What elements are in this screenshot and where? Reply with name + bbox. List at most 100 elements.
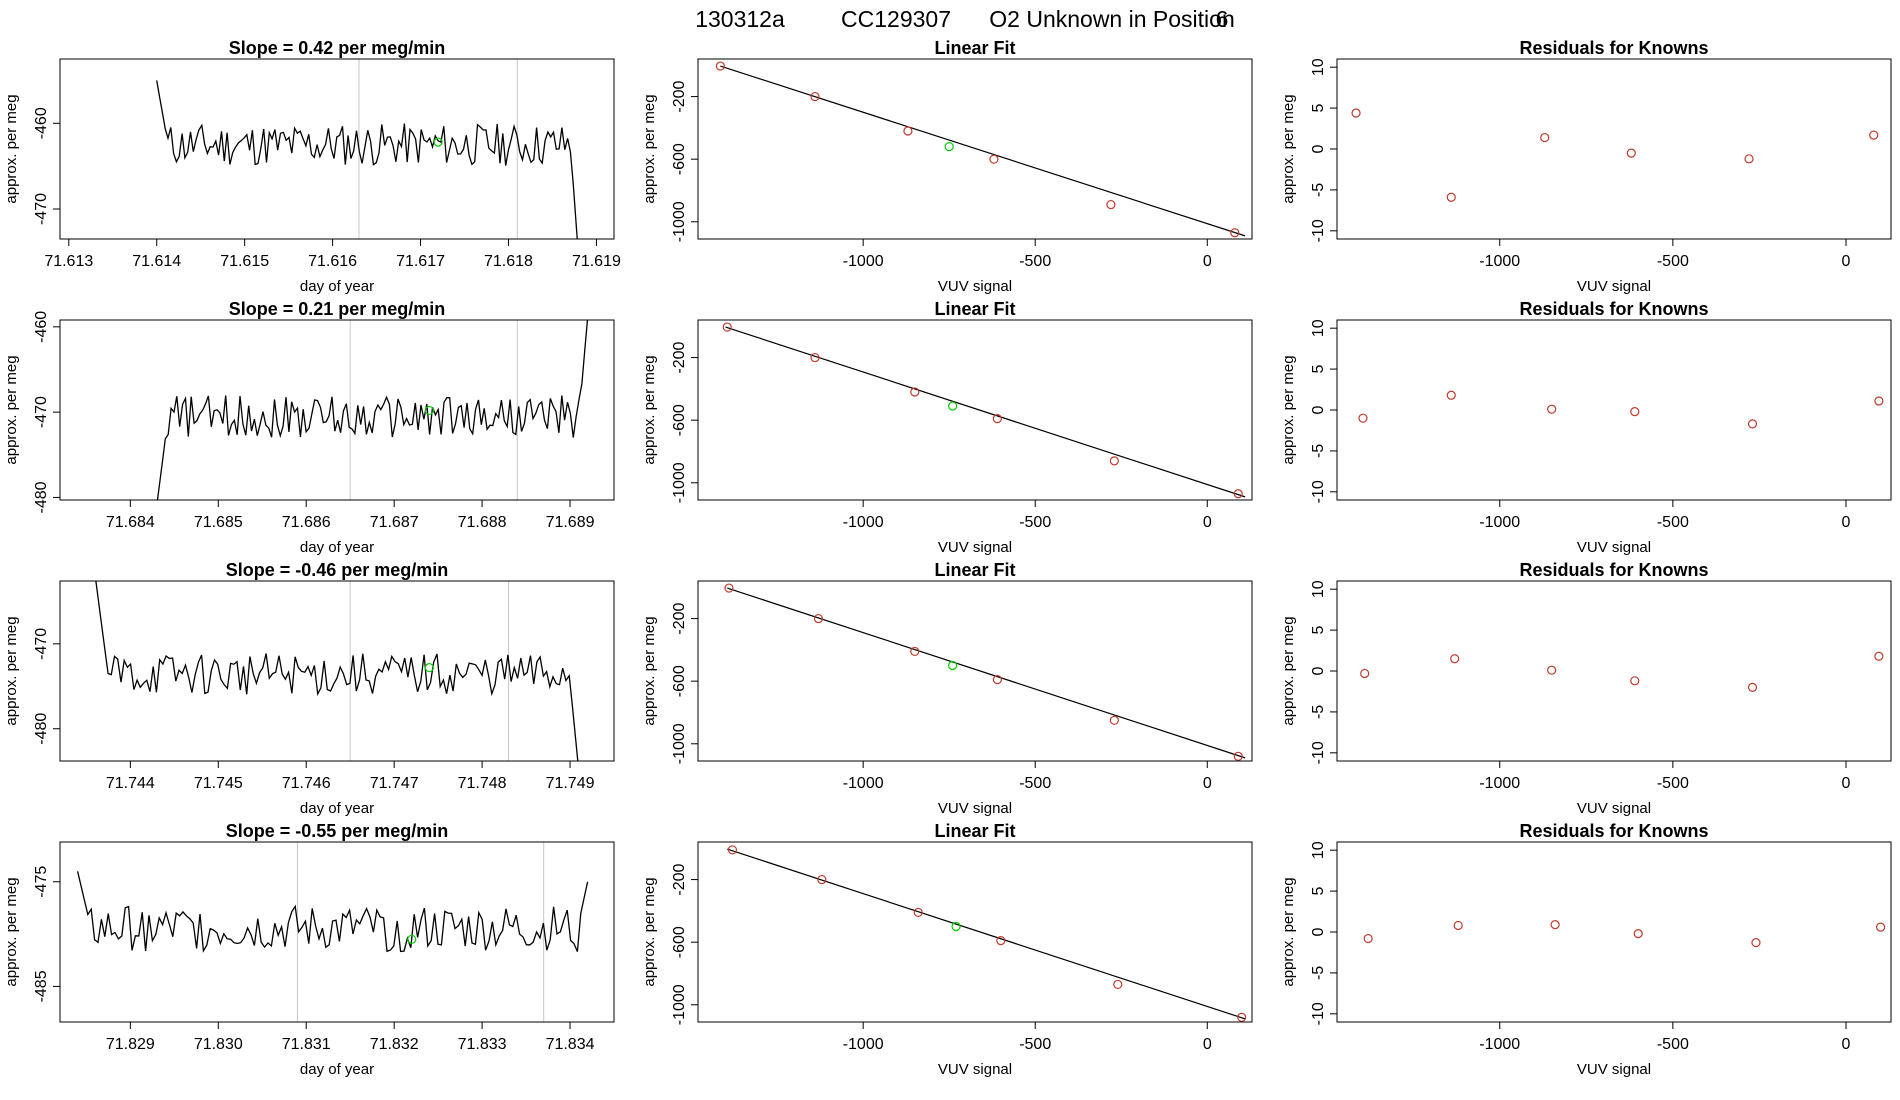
linear_fit-panel: Linear Fit VUV signal approx. per meg -1000…	[641, 560, 1253, 817]
known-point	[722, 322, 732, 332]
x-tick-label: 0	[1842, 1036, 1851, 1053]
x-axis-label: day of year	[300, 800, 374, 817]
timeseries-panel: Slope = 0.42 per meg/min day of year appro…	[3, 38, 621, 295]
residuals-panel: Residuals for Knowns VUV signal approx. pe…	[1280, 821, 1892, 1078]
residual-point	[1363, 933, 1373, 944]
plot-area	[76, 842, 589, 1022]
known-point	[910, 387, 920, 397]
x-tick-label: 71.613	[44, 253, 93, 270]
fit-line	[727, 587, 1246, 759]
y-tick-label: -5	[1310, 444, 1327, 458]
plot-frame	[59, 58, 615, 240]
position-number: 6	[1216, 6, 1229, 32]
known-point	[1233, 489, 1243, 499]
y-tick-label: 5	[1310, 365, 1327, 374]
y-tick-label: -200	[671, 863, 688, 895]
y-tick-label: -485	[33, 970, 50, 1002]
panel-title: Residuals for Knowns	[1519, 38, 1708, 58]
x-tick-label: -500	[1019, 1036, 1051, 1053]
x-tick-label: 71.744	[106, 775, 155, 792]
x-tick-label: 71.689	[546, 514, 595, 531]
y-axis-label: approx. per meg	[3, 94, 20, 203]
linear_fit-panel: Linear Fit VUV signal approx. per meg -1000…	[641, 38, 1253, 295]
residual-point	[1446, 192, 1456, 202]
residual-point	[1358, 413, 1368, 423]
plot-frame	[59, 319, 615, 501]
y-tick-label: -600	[671, 926, 688, 958]
y-tick-label: -600	[671, 143, 688, 175]
x-tick-label: 71.687	[370, 514, 419, 531]
y-tick-label: -480	[33, 713, 50, 745]
x-axis-label: VUV signal	[1577, 800, 1651, 817]
unknown-point	[424, 405, 434, 416]
x-tick-label: -1000	[843, 775, 884, 792]
x-tick-label: 71.830	[194, 1036, 243, 1053]
x-tick-label: 71.617	[396, 253, 445, 270]
y-tick-label: 5	[1310, 104, 1327, 113]
x-tick-label: -500	[1657, 253, 1689, 270]
x-tick-label: 0	[1842, 775, 1851, 792]
plot-frame	[697, 319, 1253, 501]
plot-frame	[1336, 580, 1892, 762]
known-point	[992, 675, 1002, 685]
residual-point	[1747, 419, 1758, 429]
x-tick-label: 71.829	[106, 1036, 155, 1053]
x-tick-label: 71.619	[572, 253, 621, 270]
y-tick-label: 0	[1310, 405, 1327, 414]
y-tick-label: -200	[671, 80, 688, 112]
known-point	[1113, 979, 1123, 990]
x-axis-label: day of year	[300, 539, 374, 556]
x-tick-label: 0	[1203, 514, 1212, 531]
residual-point	[1547, 665, 1557, 675]
x-tick-label: 71.749	[546, 775, 595, 792]
x-tick-label: 0	[1842, 514, 1851, 531]
x-tick-label: -1000	[1479, 1036, 1520, 1053]
panel-title: Linear Fit	[934, 560, 1015, 580]
unknown-point	[424, 663, 434, 673]
y-tick-label: 5	[1310, 887, 1327, 896]
x-tick-label: 71.832	[370, 1036, 419, 1053]
y-tick-label: -1000	[671, 201, 688, 242]
y-tick-label: -600	[671, 404, 688, 436]
plot-frame	[697, 841, 1253, 1023]
plot-frame	[1336, 841, 1892, 1023]
x-tick-label: 71.834	[546, 1036, 595, 1053]
y-tick-label: -5	[1310, 705, 1327, 719]
residual-point	[1626, 148, 1636, 158]
unknown-point	[433, 137, 443, 147]
unknown-point	[951, 921, 961, 932]
known-point	[989, 154, 999, 164]
timeseries-panel: Slope = -0.55 per meg/min day of year appr…	[3, 821, 615, 1078]
known-point	[913, 907, 923, 918]
y-tick-label: -10	[1310, 480, 1327, 503]
y-axis-label: approx. per meg	[3, 355, 20, 464]
x-tick-label: 71.831	[282, 1036, 331, 1053]
known-point	[992, 414, 1002, 424]
y-tick-label: -600	[671, 665, 688, 697]
known-point	[910, 646, 920, 657]
x-axis-label: VUV signal	[1577, 278, 1651, 295]
y-tick-label: -5	[1310, 183, 1327, 197]
x-axis-label: VUV signal	[1577, 1061, 1651, 1078]
plot-area	[1363, 920, 1886, 948]
y-tick-label: 10	[1310, 319, 1327, 337]
timeseries-panel: Slope = 0.21 per meg/min day of year appro…	[3, 299, 615, 556]
x-tick-label: -500	[1657, 775, 1689, 792]
slope-title: Slope = 0.21 per meg/min	[229, 299, 446, 319]
residual-point	[1453, 920, 1463, 931]
y-tick-label: 0	[1310, 144, 1327, 153]
fit-line	[727, 848, 1246, 1020]
x-tick-label: 71.614	[132, 253, 181, 270]
plot-frame	[1336, 58, 1892, 240]
residual-point	[1630, 407, 1640, 417]
known-point	[1233, 751, 1243, 761]
y-axis-label: approx. per meg	[1280, 616, 1297, 725]
panel-title: Residuals for Knowns	[1519, 299, 1708, 319]
fit-line	[720, 65, 1246, 237]
timeseries-line	[95, 581, 579, 761]
residual-point	[1360, 668, 1370, 679]
y-tick-label: -480	[33, 481, 50, 513]
x-axis-label: VUV signal	[938, 800, 1012, 817]
known-point	[817, 874, 827, 885]
y-tick-label: -1000	[671, 462, 688, 503]
